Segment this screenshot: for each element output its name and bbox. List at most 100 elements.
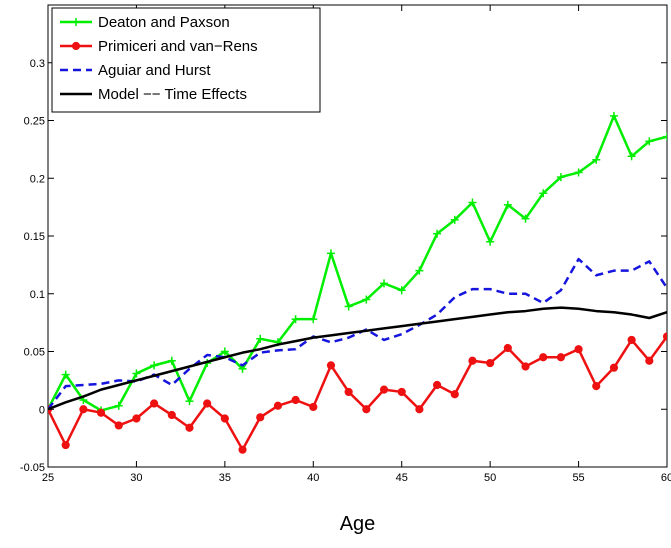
marker-dot [468, 356, 477, 365]
y-tick-label: 0.15 [24, 231, 45, 243]
series-1-point [256, 413, 265, 422]
axes-group: 25 30 35 40 45 50 55 60 -0.05 0 0.05 0.1 0.15 0.2 0.25… [20, 5, 671, 535]
x-tick-label: 30 [130, 472, 142, 484]
series-1-point [61, 440, 70, 450]
marker-dot [203, 399, 212, 408]
marker-dot [609, 363, 619, 372]
series-1-point [132, 414, 141, 423]
series-0-point [486, 237, 495, 246]
series-1-point [503, 343, 512, 353]
marker-dot [362, 405, 371, 414]
legend: Deaton and Paxson Primiceri and van−Rens A… [51, 7, 321, 113]
series-1 [48, 332, 667, 454]
series-0-point [380, 279, 389, 288]
series-0-point [185, 397, 194, 406]
series-0-point [220, 347, 229, 356]
series-0-point [256, 334, 265, 343]
x-tick-label: 40 [307, 472, 319, 484]
series-1-point [379, 385, 389, 394]
series-1-point [203, 399, 212, 408]
series-0-point [167, 356, 176, 365]
x-axis-title: Age [340, 513, 376, 535]
series-0-point [132, 369, 141, 378]
series-0-point [663, 132, 667, 141]
marker-dot [273, 401, 283, 410]
series-1-point [645, 356, 654, 365]
marker-dot [592, 382, 601, 391]
series-1-point [185, 423, 194, 432]
marker-dot [539, 353, 548, 362]
marker-dot [150, 399, 159, 408]
marker-dot [556, 353, 565, 362]
marker-dot [132, 414, 141, 423]
marker-dot [79, 405, 88, 414]
y-tick-label: 0.1 [30, 289, 45, 301]
series-1-point [592, 382, 601, 391]
series-0-point [326, 249, 335, 258]
marker-dot [309, 402, 318, 412]
legend-label: Deaton and Paxson [98, 14, 230, 31]
y-tick-label: 0.25 [24, 116, 45, 128]
series-1-point [662, 332, 667, 341]
series-0-point [503, 200, 512, 209]
series-0-point [291, 315, 300, 324]
series-1-point [273, 401, 283, 410]
series-1-point [432, 380, 442, 390]
series-0-point [362, 295, 371, 304]
series-1-point [627, 335, 636, 345]
marker-dot [114, 421, 123, 430]
series-0-point [574, 168, 583, 177]
series-3-line [48, 306, 667, 411]
legend-label: Model −− Time Effects [98, 86, 247, 103]
marker-dot [71, 41, 81, 51]
series-3 [48, 306, 667, 411]
legend-item: Model −− Time Effects [60, 86, 247, 103]
legend-label: Aguiar and Hurst [98, 62, 211, 79]
legend-label: Primiceri and van−Rens [98, 38, 258, 55]
marker-dot [415, 405, 424, 414]
series-0-point [592, 155, 601, 164]
series-0-point [645, 137, 654, 146]
marker-dot [503, 343, 512, 353]
marker-dot [379, 385, 389, 394]
series-1-point [450, 390, 459, 399]
series-0-point [433, 229, 442, 238]
series-1-point [167, 410, 176, 420]
x-tick-label: 25 [42, 472, 54, 484]
marker-dot [220, 414, 229, 423]
marker-dot [486, 358, 495, 368]
x-tick-label: 35 [219, 472, 231, 484]
series-1-point [521, 362, 530, 371]
series-0-point [539, 189, 548, 198]
series-0-point [61, 370, 70, 379]
marker-dot [256, 413, 265, 422]
marker-dot [96, 408, 106, 417]
series-1-point [556, 353, 565, 362]
series-0-point [627, 152, 636, 161]
marker-dot [662, 332, 667, 341]
y-tick-label: -0.05 [20, 462, 45, 474]
series-0-point [556, 173, 565, 182]
series-0-point [344, 302, 353, 311]
marker-dot [432, 380, 442, 390]
y-tick-label: 0.3 [30, 58, 45, 70]
marker-dot [450, 390, 459, 399]
series-group [48, 111, 667, 454]
series-1-point [468, 356, 477, 365]
marker-dot [627, 335, 636, 345]
marker-dot [521, 362, 530, 371]
marker-dot [326, 361, 336, 370]
x-tick-label: 55 [572, 472, 584, 484]
marker-dot [61, 440, 70, 450]
legend-item: Deaton and Paxson [60, 14, 230, 31]
series-0-point [150, 361, 159, 370]
series-1-point [309, 402, 318, 412]
marker-dot [645, 356, 654, 365]
series-1-point [397, 387, 406, 397]
legend-item: Aguiar and Hurst [60, 62, 211, 79]
series-1-point [291, 395, 300, 405]
series-1-point [79, 405, 88, 414]
series-0-point [521, 214, 530, 223]
